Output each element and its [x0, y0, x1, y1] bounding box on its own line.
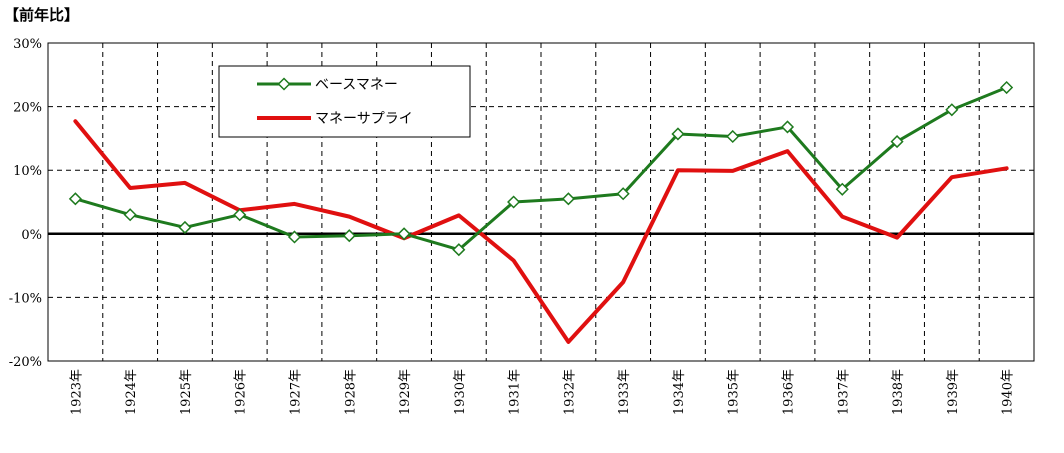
series — [68, 80, 1014, 344]
grid — [48, 43, 1034, 361]
x-tick-label: 1923年 — [69, 369, 84, 415]
x-tick-label: 1934年 — [672, 369, 687, 415]
y-tick-label: 20% — [13, 101, 42, 116]
x-tick-label: 1939年 — [946, 369, 961, 415]
series-line-money-supply — [73, 119, 1009, 344]
base-money-point — [890, 135, 904, 149]
x-tick-label: 1938年 — [891, 369, 906, 415]
x-tick-label: 1936年 — [782, 369, 797, 415]
y-tick-label: 0% — [21, 228, 42, 243]
base-money-point — [342, 229, 356, 243]
x-tick-label: 1940年 — [1001, 369, 1016, 415]
base-money-point — [835, 182, 849, 196]
base-money-point — [452, 243, 466, 257]
y-axis: 30% 20% 10% 0% -10% -20% — [9, 37, 42, 370]
base-money-point — [671, 127, 685, 141]
legend-marker — [277, 77, 291, 91]
y-tick-label: -10% — [9, 291, 42, 306]
y-tick-label: 10% — [13, 164, 42, 179]
x-tick-label: 1925年 — [179, 369, 194, 415]
base-money-point — [507, 195, 521, 209]
x-tick-label: 1935年 — [727, 369, 742, 415]
plot-frame — [47, 42, 1035, 362]
y-tick-label: -20% — [9, 355, 42, 370]
base-money-point — [68, 192, 82, 206]
x-tick-label: 1928年 — [343, 369, 358, 415]
base-money-point — [178, 220, 192, 235]
x-tick-label: 1926年 — [234, 369, 249, 415]
base-money-point — [616, 187, 630, 201]
y-tick-label: 30% — [13, 37, 42, 52]
legend-box — [218, 65, 471, 138]
x-tick-label: 1933年 — [617, 369, 632, 415]
x-tick-label: 1937年 — [836, 369, 851, 415]
base-money-point — [123, 208, 137, 222]
y-unit-label: 【前年比】 — [4, 6, 80, 24]
base-money-point — [561, 192, 575, 206]
legend-label: マネーサプライ — [315, 111, 413, 127]
x-axis: 1923年 1924年 1925年 1926年 1927年 1928年 1929年 1930年… — [69, 369, 1015, 415]
legend-label: ベースマネー — [315, 77, 398, 93]
plot-border — [47, 42, 1035, 362]
series-line-base-money — [73, 86, 1009, 252]
x-tick-label: 1924年 — [124, 369, 139, 415]
base-money-point — [726, 129, 740, 144]
x-tick-label: 1931年 — [508, 369, 523, 415]
x-tick-label: 1927年 — [289, 369, 304, 415]
base-money-point — [397, 227, 411, 241]
base-money-point — [233, 208, 247, 222]
x-tick-label: 1930年 — [453, 369, 468, 415]
x-tick-label: 1929年 — [398, 369, 413, 415]
base-money-point — [287, 230, 302, 244]
base-money-point — [780, 120, 795, 134]
base-money-point — [1000, 80, 1014, 95]
base-money-point — [945, 103, 959, 117]
x-tick-label: 1932年 — [562, 369, 577, 415]
